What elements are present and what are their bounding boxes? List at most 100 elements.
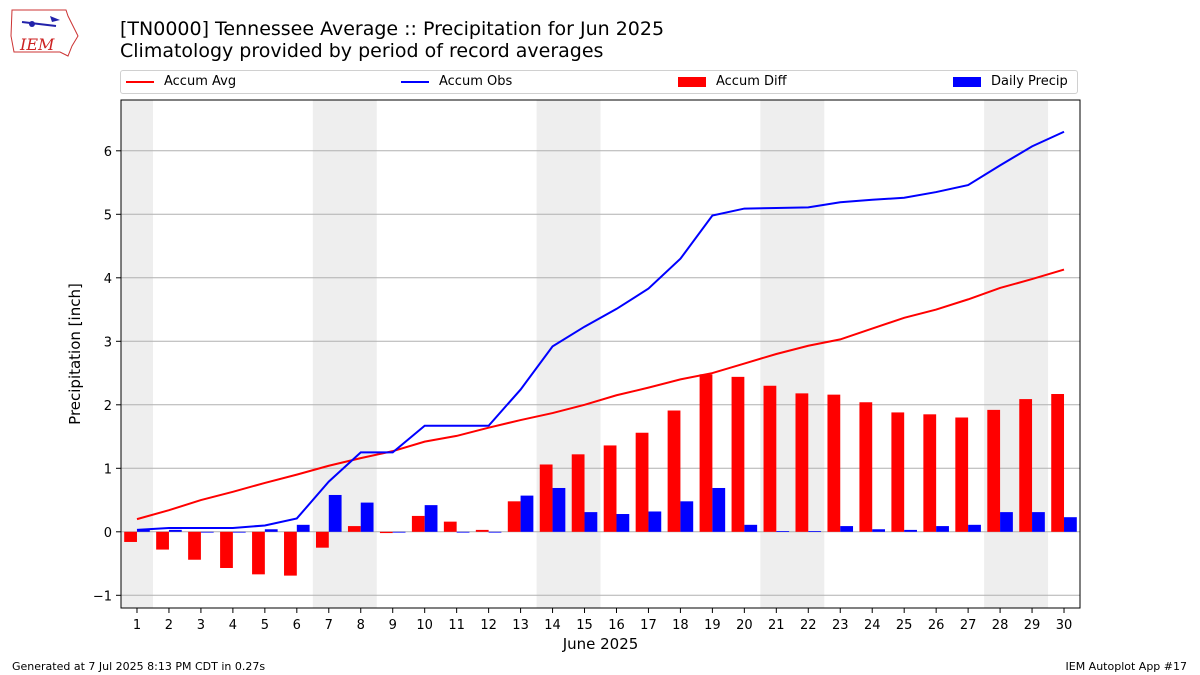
- ytick-label: 1: [104, 462, 112, 477]
- bar-accum-diff-30: [1051, 394, 1065, 532]
- xtick-label: 9: [389, 618, 397, 633]
- bar-accum-diff-18: [667, 410, 681, 532]
- bar-accum-diff-5: [252, 531, 265, 575]
- legend-label-accum-avg: Accum Avg: [164, 74, 237, 89]
- legend-item-daily-precip: Daily Precip: [953, 74, 1068, 89]
- bar-accum-diff-12: [475, 529, 489, 532]
- bar-accum-diff-20: [731, 376, 745, 532]
- chart-subtitle: Climatology provided by period of record…: [120, 40, 604, 62]
- xtick-label: 17: [640, 618, 657, 633]
- bar-daily-precip-12: [488, 531, 502, 533]
- xtick-label: 11: [448, 618, 465, 633]
- bar-daily-precip-5: [264, 529, 278, 532]
- xtick-label: 5: [261, 618, 269, 633]
- xtick-label: 1: [133, 618, 141, 633]
- bar-daily-precip-10: [424, 505, 438, 532]
- y-axis-label: Precipitation [inch]: [66, 283, 84, 425]
- bar-accum-diff-15: [571, 454, 585, 532]
- xtick-label: 16: [608, 618, 625, 633]
- bar-daily-precip-30: [1064, 517, 1077, 532]
- xtick-label: 14: [544, 618, 561, 633]
- bar-daily-precip-28: [1000, 512, 1013, 532]
- ytick-label: 6: [104, 145, 112, 160]
- bar-daily-precip-20: [744, 524, 758, 532]
- xtick-label: 3: [197, 618, 205, 633]
- line-accum-avg: [136, 268, 1065, 521]
- bar-accum-diff-19: [699, 374, 713, 532]
- bar-daily-precip-1: [136, 529, 150, 532]
- bar-accum-diff-26: [923, 414, 937, 532]
- legend-label-accum-diff: Accum Diff: [716, 74, 787, 89]
- bar-accum-diff-8: [347, 526, 361, 532]
- legend: Accum Avg Accum Obs Accum Diff Daily Pre…: [120, 70, 1078, 94]
- bar-accum-diff-29: [1019, 399, 1033, 532]
- bar-accum-diff-21: [763, 385, 777, 532]
- xtick-label: 6: [293, 618, 301, 633]
- bar-daily-precip-8: [360, 502, 374, 532]
- legend-label-accum-obs: Accum Obs: [439, 74, 513, 89]
- logo-text: IEM: [19, 35, 55, 54]
- bar-daily-precip-25: [904, 529, 917, 532]
- xtick-label: 8: [357, 618, 365, 633]
- legend-item-accum-avg: Accum Avg: [126, 74, 236, 89]
- bar-accum-diff-11: [443, 521, 457, 532]
- bar-daily-precip-23: [840, 526, 854, 532]
- bar-accum-diff-6: [284, 531, 297, 576]
- xtick-label: 26: [928, 618, 945, 633]
- bar-daily-precip-3: [200, 531, 214, 533]
- bar-daily-precip-11: [456, 531, 470, 533]
- bar-accum-diff-2: [156, 531, 169, 550]
- bar-accum-diff-24: [859, 402, 873, 532]
- footer-app: IEM Autoplot App #17: [1065, 660, 1188, 673]
- legend-label-daily-precip: Daily Precip: [991, 74, 1068, 89]
- bar-accum-diff-1: [124, 531, 137, 542]
- bar-daily-precip-4: [232, 531, 246, 533]
- bar-daily-precip-7: [328, 494, 342, 532]
- xtick-label: 18: [672, 618, 689, 633]
- xtick-label: 10: [416, 618, 433, 633]
- xtick-label: 15: [576, 618, 593, 633]
- chart-title: [TN0000] Tennessee Average :: Precipitat…: [120, 18, 665, 40]
- bar-daily-precip-17: [648, 511, 662, 532]
- ytick-label: 2: [104, 399, 112, 414]
- xtick-label: 13: [512, 618, 529, 633]
- legend-swatch-accum-diff: [678, 76, 706, 87]
- xtick-label: 20: [736, 618, 753, 633]
- ytick-label: 4: [104, 272, 112, 287]
- bar-daily-precip-22: [808, 531, 822, 532]
- xtick-label: 29: [1024, 618, 1041, 633]
- xtick-label: 4: [229, 618, 237, 633]
- xtick-label: 19: [704, 618, 721, 633]
- x-axis-label: June 2025: [562, 635, 639, 653]
- ytick-label: 3: [104, 335, 112, 350]
- legend-swatch-accum-obs: [401, 80, 429, 83]
- iem-logo: IEM: [10, 9, 79, 57]
- bar-accum-diff-14: [539, 464, 553, 532]
- bar-daily-precip-6: [296, 524, 310, 532]
- xtick-label: 12: [480, 618, 497, 633]
- bar-daily-precip-27: [968, 524, 981, 532]
- bar-daily-precip-21: [776, 531, 790, 532]
- xtick-label: 22: [800, 618, 817, 633]
- bar-accum-diff-9: [379, 531, 393, 534]
- bar-accum-diff-16: [603, 445, 617, 532]
- bar-daily-precip-13: [520, 495, 534, 532]
- bar-daily-precip-14: [552, 487, 566, 532]
- bar-daily-precip-29: [1032, 512, 1045, 532]
- xtick-label: 7: [325, 618, 333, 633]
- xtick-label: 28: [992, 618, 1009, 633]
- bar-accum-diff-28: [987, 409, 1001, 532]
- bar-accum-diff-10: [411, 515, 425, 532]
- bar-accum-diff-4: [220, 531, 233, 568]
- bar-accum-diff-17: [635, 432, 649, 532]
- weekend-shade-0: [121, 100, 153, 608]
- ytick-label: 0: [104, 526, 112, 541]
- xtick-label: 25: [896, 618, 913, 633]
- xtick-label: 2: [165, 618, 173, 633]
- bar-accum-diff-3: [188, 531, 201, 560]
- bar-daily-precip-18: [680, 501, 694, 532]
- footer-generated: Generated at 7 Jul 2025 8:13 PM CDT in 0…: [12, 660, 266, 673]
- bar-daily-precip-9: [392, 531, 406, 533]
- ytick-label: −1: [93, 589, 112, 604]
